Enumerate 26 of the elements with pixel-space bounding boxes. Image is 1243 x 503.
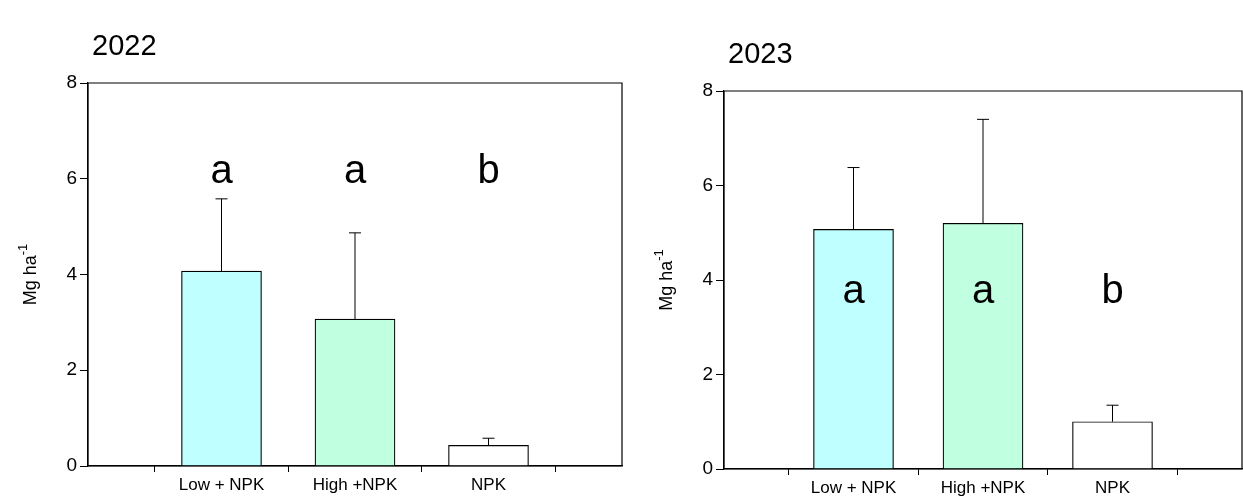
x-tick-label: High +NPK: [940, 477, 1026, 497]
x-tick-label: NPK: [471, 474, 507, 494]
y-tick-label: 4: [66, 262, 78, 284]
annotation: a: [210, 147, 234, 192]
y-tick-label: 0: [66, 454, 77, 476]
annotation: a: [971, 267, 995, 312]
x-tick-label: High +NPK: [312, 474, 398, 494]
chart-title: 2023: [728, 37, 793, 69]
y-tick-label: 2: [702, 362, 713, 384]
chart-title: 2022: [92, 29, 157, 61]
y-tick-label: 8: [66, 71, 77, 93]
y-tick-label: 6: [66, 166, 77, 188]
annotation: a: [343, 147, 367, 192]
y-tick-label: 4: [702, 268, 714, 290]
x-tick-label: Low + NPK: [810, 477, 897, 497]
x-tick-label: Low + NPK: [178, 474, 265, 494]
x-tick-label: NPK: [1095, 477, 1131, 497]
y-tick-label: 6: [702, 173, 713, 195]
y-axis-title: Mg ha-1: [650, 249, 676, 311]
annotation: b: [477, 147, 500, 192]
y-tick-label: 2: [66, 358, 77, 380]
y-axis-title: Mg ha-1: [14, 243, 40, 306]
y-tick-label: 8: [702, 79, 713, 101]
y-tick-label: 0: [702, 457, 713, 479]
annotation: b: [1101, 267, 1124, 312]
annotation: a: [842, 267, 866, 312]
